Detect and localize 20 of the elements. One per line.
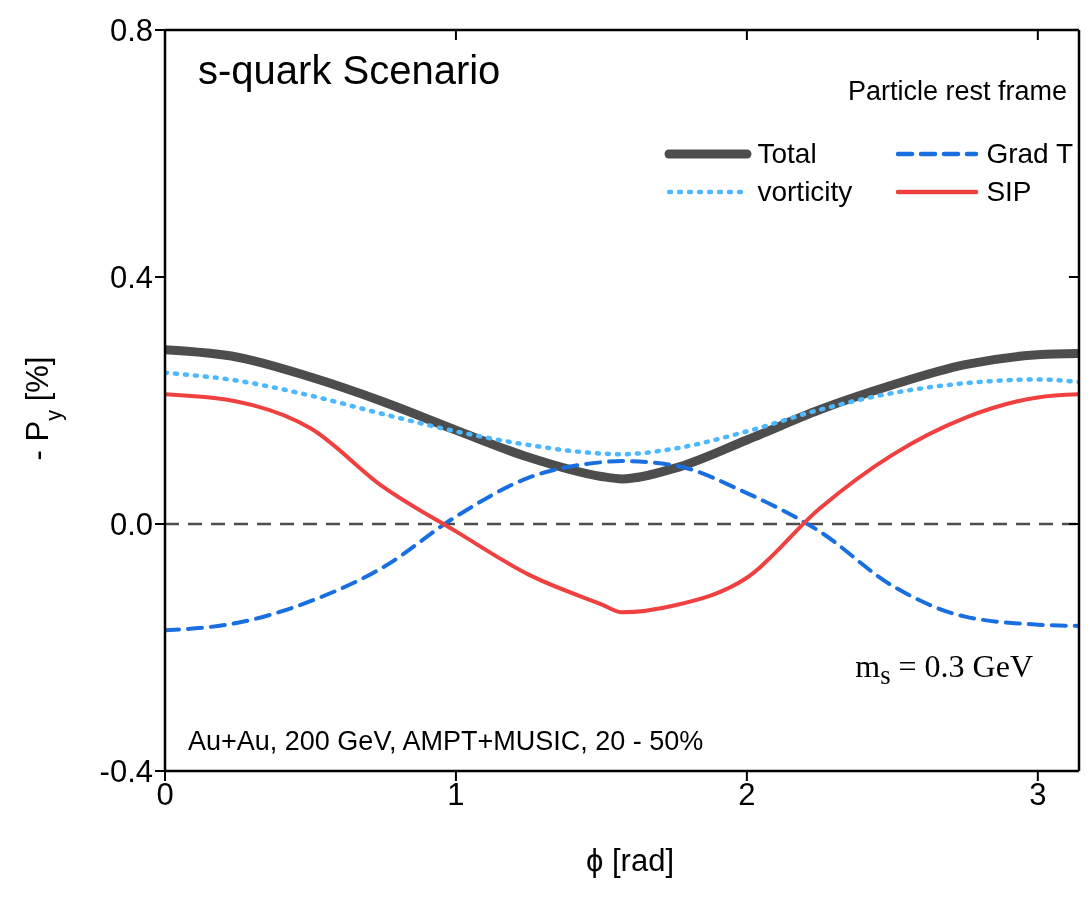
y-tick-label: 0.8 [109,13,153,49]
x-axis-title: ϕ [rad] [585,843,675,878]
x-tick-label: 2 [738,777,756,813]
legend-label: Grad T [986,138,1073,170]
legend-label: SIP [986,176,1032,208]
annotation: Au+Au, 200 GeV, AMPT+MUSIC, 20 - 50% [188,726,704,756]
y-tick-label: 0.0 [109,507,153,543]
y-tick-label: 0.4 [109,260,153,296]
line-series [165,459,1079,633]
annotation: Particle rest frame [847,76,1067,106]
legend-label: vorticity [757,176,853,208]
x-tick-label: 1 [447,777,465,813]
legend-label: Total [757,138,817,170]
line-series [165,392,1079,615]
chart-title: s-quark Scenario [198,48,501,93]
annotation: m$_{s}$ = 0.3 GeV [855,648,1033,691]
x-tick-label: 0 [156,777,174,813]
y-tick-label: -0.4 [99,754,153,790]
x-tick-label: 3 [1029,777,1047,813]
line-series [165,370,1079,457]
